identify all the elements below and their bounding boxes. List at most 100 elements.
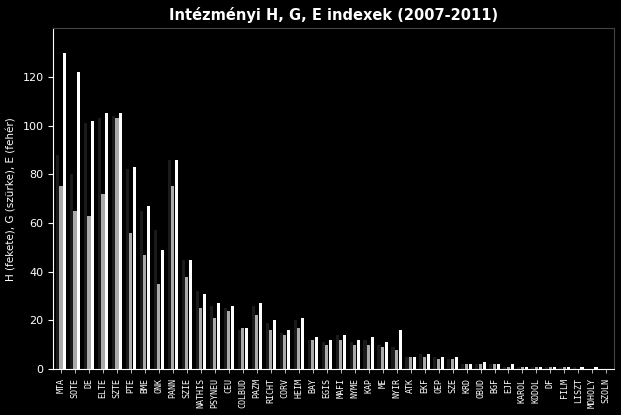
Bar [535,366,538,369]
Bar [423,357,426,369]
Bar [409,357,412,369]
Bar [545,366,548,369]
Bar [311,340,314,369]
Bar [451,359,454,369]
Y-axis label: H (fekete), G (szürke), E (fehér): H (fekete), G (szürke), E (fehér) [7,117,17,281]
Bar [395,349,398,369]
Bar [475,364,478,369]
Bar [521,366,524,369]
Bar [84,123,87,369]
Bar [441,357,444,369]
Bar [497,364,500,369]
Bar [315,337,318,369]
Bar [399,330,402,369]
Bar [573,366,576,369]
Bar [116,118,119,369]
Bar [581,366,584,369]
Bar [231,306,234,369]
Bar [455,357,458,369]
Bar [189,259,192,369]
Bar [385,342,388,369]
Bar [101,194,104,369]
Bar [483,362,486,369]
Bar [538,366,542,369]
Bar [273,320,276,369]
Bar [322,342,325,369]
Bar [129,233,132,369]
Bar [238,330,241,369]
Bar [105,113,108,369]
Bar [479,364,482,369]
Bar [549,366,552,369]
Bar [88,216,91,369]
Bar [335,335,338,369]
Bar [553,366,556,369]
Bar [307,340,310,369]
Bar [433,357,437,369]
Bar [283,335,286,369]
Bar [525,366,528,369]
Bar [161,250,164,369]
Bar [224,308,227,369]
Bar [199,308,202,369]
Bar [391,347,394,369]
Bar [175,160,178,369]
Bar [185,276,188,369]
Bar [350,342,353,369]
Bar [112,116,115,369]
Bar [168,160,171,369]
Bar [60,186,63,369]
Bar [297,328,301,369]
Bar [266,323,269,369]
Bar [493,364,496,369]
Bar [406,357,409,369]
Bar [98,118,101,369]
Bar [255,315,258,369]
Bar [503,366,506,369]
Bar [196,291,199,369]
Bar [343,335,346,369]
Bar [203,293,206,369]
Bar [91,121,94,369]
Bar [339,340,342,369]
Bar [301,318,304,369]
Bar [252,306,255,369]
Bar [270,330,273,369]
Bar [126,169,129,369]
Bar [325,345,329,369]
Bar [56,155,59,369]
Bar [329,340,332,369]
Bar [357,340,360,369]
Bar [143,255,147,369]
Bar [563,366,566,369]
Bar [566,366,569,369]
Bar [70,174,73,369]
Bar [245,328,248,369]
Bar [489,364,492,369]
Bar [242,328,244,369]
Bar [259,303,262,369]
Bar [287,330,290,369]
Bar [378,345,381,369]
Bar [63,53,66,369]
Bar [517,366,520,369]
Bar [381,347,384,369]
Bar [447,359,450,369]
Bar [465,364,468,369]
Bar [507,366,510,369]
Bar [469,364,472,369]
Bar [419,354,422,369]
Bar [227,310,230,369]
Bar [213,318,216,369]
Bar [210,306,213,369]
Bar [154,230,157,369]
Bar [367,345,370,369]
Bar [532,366,534,369]
Bar [119,113,122,369]
Title: Intézményi H, G, E indexek (2007-2011): Intézményi H, G, E indexek (2007-2011) [169,7,498,23]
Bar [217,303,220,369]
Bar [133,167,136,369]
Bar [371,337,374,369]
Bar [294,320,297,369]
Bar [413,357,416,369]
